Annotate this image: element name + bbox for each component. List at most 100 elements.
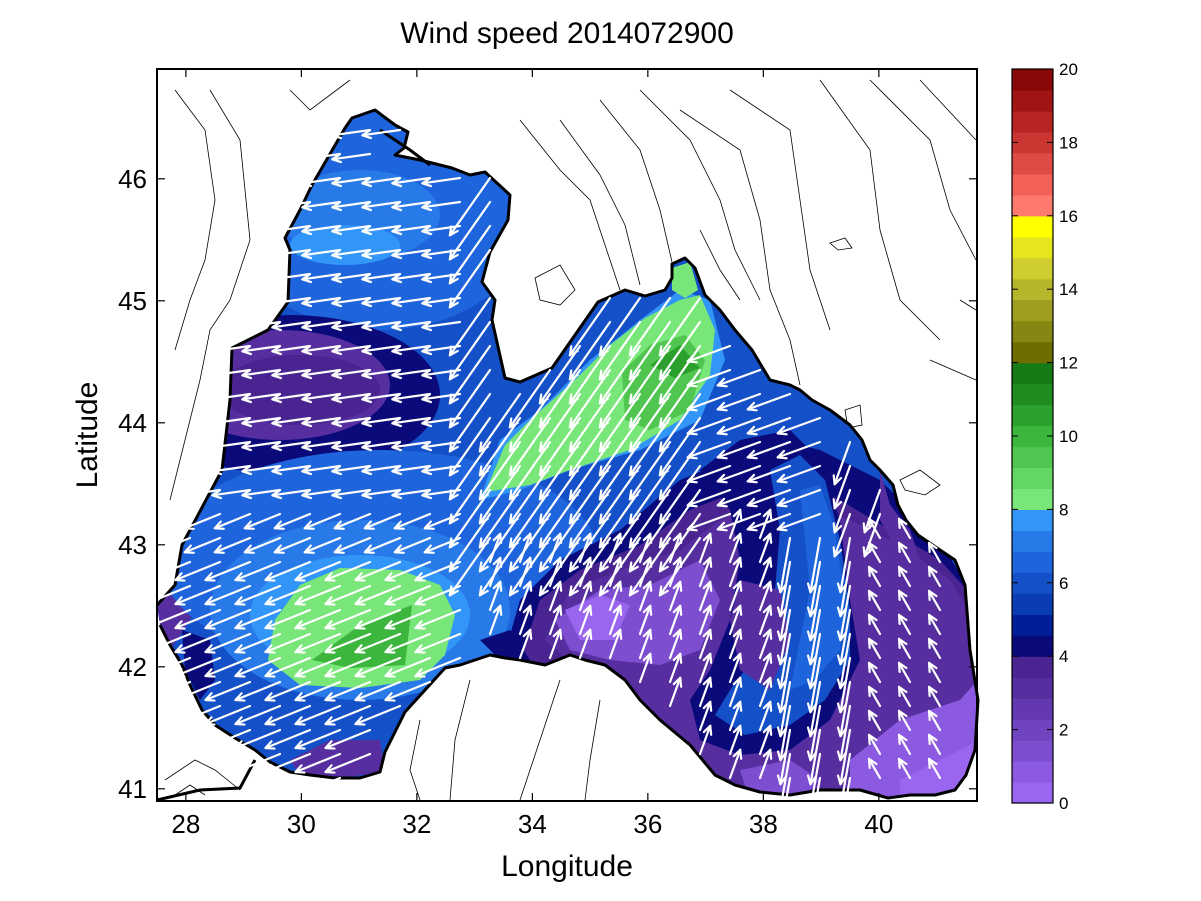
wind-vector xyxy=(301,152,342,164)
wind-vector xyxy=(384,584,432,606)
wind-vector xyxy=(478,512,522,573)
wind-vector xyxy=(294,584,342,606)
wind-vector xyxy=(927,709,942,732)
wind-vector xyxy=(324,680,372,702)
x-tick-label: 30 xyxy=(287,809,316,839)
wind-vector xyxy=(897,709,912,732)
wind-vector xyxy=(806,536,822,594)
wind-vector xyxy=(518,580,533,612)
wind-vector xyxy=(301,200,342,212)
wind-vector xyxy=(698,700,713,732)
colorbar-swatch xyxy=(1012,173,1053,196)
wind-vector xyxy=(234,752,282,774)
wind-vector xyxy=(234,632,282,654)
wind-vector xyxy=(897,637,912,660)
wind-vector xyxy=(836,752,852,810)
colorbar-swatch xyxy=(1012,782,1053,804)
wind-vector xyxy=(716,488,762,508)
y-axis-ticks: 41 42 43 44 45 46 xyxy=(118,164,977,804)
wind-vector xyxy=(776,608,792,666)
wind-vector xyxy=(153,536,192,554)
wind-vector xyxy=(776,728,792,786)
wind-vector xyxy=(361,320,402,332)
wind-vector xyxy=(638,628,653,660)
wind-vector xyxy=(391,344,432,356)
wind-vector xyxy=(927,757,942,780)
wind-vector xyxy=(728,604,743,636)
wind-vector xyxy=(421,392,462,404)
wind-vector xyxy=(241,440,282,452)
colorbar-tick-label: 12 xyxy=(1059,354,1078,373)
wind-vector xyxy=(832,512,852,558)
colorbar-swatch xyxy=(1012,698,1053,720)
colorbar-swatch xyxy=(1012,89,1053,112)
wind-vector xyxy=(867,685,882,708)
wind-vector xyxy=(301,440,342,452)
wind-vector xyxy=(414,632,462,654)
wind-vector xyxy=(264,584,312,606)
wind-vector xyxy=(211,392,252,404)
wind-vector xyxy=(391,320,432,332)
wind-vector xyxy=(867,733,882,756)
wind-vector xyxy=(746,512,792,532)
wind-vector xyxy=(488,604,503,636)
wind-vector xyxy=(806,704,822,762)
wind-vector xyxy=(301,464,342,476)
wind-vector xyxy=(927,661,942,684)
wind-vector xyxy=(204,704,252,726)
wind-vector xyxy=(363,512,402,530)
wind-vector xyxy=(361,488,402,500)
wind-vector xyxy=(264,704,312,726)
wind-vector xyxy=(241,392,282,404)
colorbar-swatch xyxy=(1012,362,1053,385)
wind-vector xyxy=(234,608,282,630)
x-tick-label: 36 xyxy=(633,809,662,839)
wind-vector xyxy=(897,661,912,684)
wind-vector xyxy=(867,637,882,660)
colorbar-swatch xyxy=(1012,677,1053,699)
wind-vector xyxy=(746,464,792,484)
wind-vector xyxy=(538,512,582,573)
x-tick-label: 34 xyxy=(518,809,547,839)
wind-vector xyxy=(361,296,402,308)
wind-vector xyxy=(361,344,402,356)
wind-vector xyxy=(806,560,822,618)
wind-vector xyxy=(668,532,683,564)
wind-vector xyxy=(273,512,312,530)
wind-vector xyxy=(271,464,312,476)
wind-vector xyxy=(668,652,683,684)
wind-vector xyxy=(183,536,222,554)
colorbar-swatch xyxy=(1012,509,1053,531)
wind-vector xyxy=(421,320,462,332)
wind-vector xyxy=(361,272,402,284)
wind-vector xyxy=(204,680,252,702)
wind-vector xyxy=(897,613,912,636)
wind-vector xyxy=(867,589,882,612)
colorbar-swatch xyxy=(1012,131,1053,154)
wind-vector xyxy=(608,604,623,636)
wind-vector xyxy=(423,536,462,554)
wind-vector xyxy=(746,416,792,436)
colorbar-tick-label: 6 xyxy=(1059,574,1068,593)
wind-vector xyxy=(144,608,192,630)
colorbar-swatch xyxy=(1012,635,1053,657)
wind-vector xyxy=(421,200,462,212)
wind-vector xyxy=(234,704,282,726)
x-axis-label: Longitude xyxy=(501,850,633,883)
wind-vector xyxy=(264,608,312,630)
colorbar-tick-label: 2 xyxy=(1059,721,1068,740)
wind-vector xyxy=(668,628,683,660)
wind-vector xyxy=(384,560,432,582)
wind-vector xyxy=(264,752,312,774)
wind-vector xyxy=(271,272,312,284)
wind-vector xyxy=(361,176,402,188)
colorbar-swatch xyxy=(1012,152,1053,175)
colorbar-swatch xyxy=(1012,551,1053,573)
wind-vector xyxy=(668,604,683,636)
x-tick-label: 38 xyxy=(749,809,778,839)
wind-vector xyxy=(271,248,312,260)
wind-vector xyxy=(273,536,312,554)
wind-vector xyxy=(241,320,282,332)
wind-vector xyxy=(638,580,653,612)
colorbar-swatch xyxy=(1012,488,1053,510)
